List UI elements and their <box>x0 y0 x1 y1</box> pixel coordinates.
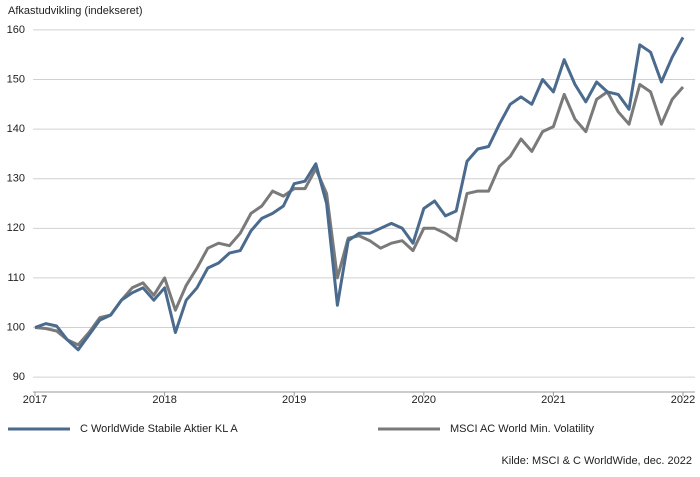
source: Kilde: MSCI & C WorldWide, dec. 2022 <box>501 455 692 467</box>
y-tick-label: 110 <box>7 272 25 284</box>
y-tick-label: 130 <box>7 173 25 185</box>
series-line <box>34 36 685 352</box>
legend-label: C WorldWide Stabile Aktier KL A <box>80 423 238 435</box>
y-tick-label: 140 <box>7 123 25 135</box>
y-tick-label: 150 <box>7 73 25 85</box>
x-tick-label: 2019 <box>282 394 306 406</box>
series-line <box>34 83 685 347</box>
x-tick-label: 2018 <box>152 394 176 406</box>
y-tick-label: 160 <box>7 24 25 36</box>
y-tick-label: 100 <box>7 321 25 333</box>
x-tick-label: 2020 <box>412 394 436 406</box>
x-tick-label: 2022 <box>671 394 695 406</box>
x-tick-label: 2017 <box>23 394 47 406</box>
x-tick-label: 2021 <box>541 394 565 406</box>
legend-label: MSCI AC World Min. Volatility <box>450 423 595 435</box>
y-tick-label: 120 <box>7 222 25 234</box>
chart-title: Afkastudvikling (indekseret) <box>8 5 143 17</box>
y-tick-label: 90 <box>13 371 25 383</box>
